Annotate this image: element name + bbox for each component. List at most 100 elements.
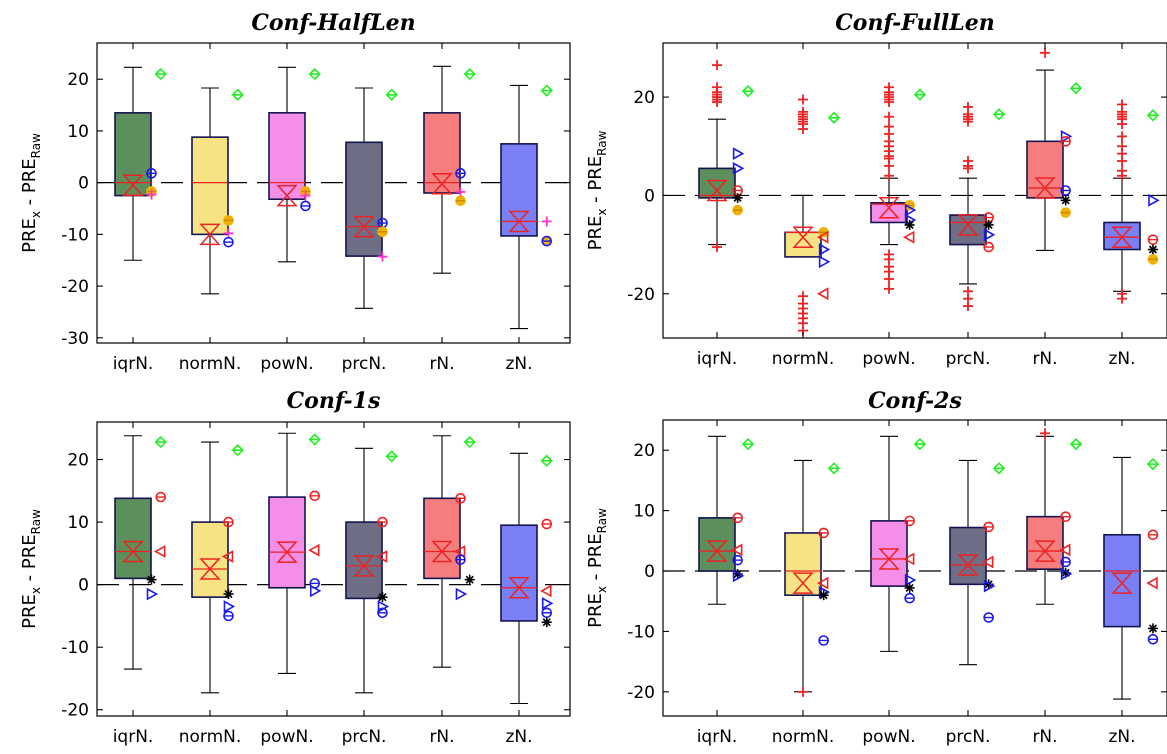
x-tick-label: iqrN. bbox=[697, 727, 738, 747]
diamond-marker bbox=[154, 435, 167, 449]
plot-frame bbox=[662, 419, 1167, 717]
x-tick-label: iqrN. bbox=[113, 354, 154, 374]
diamond-marker-shape bbox=[231, 444, 244, 457]
star-marker-arm-3 bbox=[733, 569, 742, 579]
star-marker bbox=[464, 574, 475, 585]
diamond-marker bbox=[231, 88, 244, 101]
circle-marker bbox=[818, 527, 829, 539]
star-marker-arm-3 bbox=[984, 580, 993, 589]
y-tick-label: 0 bbox=[644, 186, 655, 206]
mean-marker-bottom bbox=[276, 550, 298, 563]
star-marker-arm-3 bbox=[542, 618, 551, 627]
outlier-point bbox=[884, 274, 894, 284]
box-zN bbox=[1103, 456, 1141, 700]
diamond-marker bbox=[1069, 438, 1083, 451]
mean-marker-top bbox=[957, 554, 979, 567]
mean-marker-top bbox=[878, 196, 900, 209]
circle-marker bbox=[455, 168, 466, 179]
mean-marker-bottom bbox=[508, 220, 530, 233]
diamond-marker bbox=[913, 438, 927, 451]
diamond-marker-shape bbox=[540, 454, 553, 467]
tri-left-marker bbox=[375, 550, 388, 563]
diamond-marker bbox=[827, 462, 841, 475]
x-tick-label: powN. bbox=[862, 349, 915, 369]
box-iqr bbox=[870, 520, 908, 587]
circle-marker bbox=[455, 493, 466, 504]
star-marker bbox=[1147, 244, 1158, 255]
x-tick-label: normN. bbox=[772, 727, 835, 747]
box-iqr bbox=[784, 231, 822, 258]
star-marker bbox=[818, 590, 829, 601]
outlier-point bbox=[798, 124, 808, 135]
tri-left-marker bbox=[540, 584, 552, 598]
mean-marker-top bbox=[431, 172, 453, 185]
diamond-marker-shape bbox=[1069, 438, 1083, 451]
mean-marker-top bbox=[1034, 177, 1056, 190]
diamond-marker-shape bbox=[741, 438, 755, 451]
plot-frame bbox=[96, 421, 571, 717]
mean-marker-bottom bbox=[508, 586, 530, 599]
outlier-point bbox=[712, 60, 722, 71]
box-iqr bbox=[423, 497, 461, 580]
tri-right-marker bbox=[732, 162, 745, 175]
box-zN bbox=[500, 452, 538, 705]
box-iqr bbox=[1103, 533, 1141, 628]
circle-marker bbox=[377, 607, 388, 619]
panel-title: Conf-HalfLen bbox=[251, 10, 415, 36]
mean-marker-top bbox=[1111, 572, 1133, 585]
tri-left-marker bbox=[816, 287, 829, 301]
box-iqr bbox=[114, 497, 152, 580]
y-tick-label: -10 bbox=[61, 225, 89, 245]
x-tick-label: prcN. bbox=[946, 727, 991, 747]
outlier-point bbox=[884, 170, 894, 181]
circle-marker bbox=[1060, 511, 1071, 522]
y-label-sep: - PRE bbox=[585, 533, 606, 586]
x-tick-label: normN. bbox=[772, 349, 835, 369]
circle-marker bbox=[223, 516, 234, 528]
circle-marker bbox=[983, 521, 994, 533]
y-label-sub-raw: Raw bbox=[595, 130, 609, 155]
star-marker-arm-3 bbox=[1148, 245, 1158, 254]
mean-marker-bottom bbox=[199, 233, 221, 246]
box-iqrN bbox=[114, 66, 152, 261]
diamond-marker-shape bbox=[154, 67, 167, 81]
star-marker-arm-3 bbox=[378, 593, 387, 602]
diamond-marker bbox=[463, 435, 476, 449]
box-rN bbox=[423, 65, 461, 274]
mean-marker-top bbox=[792, 226, 814, 239]
star-marker bbox=[1060, 195, 1071, 206]
x-tick-label: normN. bbox=[179, 354, 242, 374]
circle-marker bbox=[904, 592, 915, 604]
outlier-point bbox=[1117, 156, 1127, 166]
y-tick-label: 10 bbox=[67, 122, 89, 142]
y-tick-label: 10 bbox=[633, 502, 655, 522]
tri-right-marker bbox=[983, 228, 996, 242]
mean-marker-top bbox=[1111, 226, 1133, 239]
mean-marker-top bbox=[878, 548, 900, 561]
y-tick-label: 0 bbox=[78, 576, 89, 596]
box-normN bbox=[784, 459, 822, 693]
circle-marker bbox=[983, 612, 994, 623]
box-powN bbox=[870, 435, 908, 652]
y-label-sub-raw: Raw bbox=[595, 508, 609, 533]
tri-right-marker bbox=[904, 573, 917, 587]
diamond-marker-shape bbox=[1146, 109, 1160, 122]
box-iqr bbox=[500, 524, 538, 622]
mean-marker-bottom bbox=[792, 581, 814, 594]
x-tick-label: prcN. bbox=[342, 354, 387, 374]
x-tick-label: rN. bbox=[429, 354, 454, 374]
mean-marker-bottom bbox=[353, 225, 375, 238]
box-iqr bbox=[870, 201, 908, 224]
circle-marker bbox=[300, 200, 311, 212]
mean-marker-top bbox=[276, 184, 298, 197]
mean-marker-bottom bbox=[122, 184, 144, 196]
box-iqr bbox=[1103, 221, 1141, 251]
diamond-marker-shape bbox=[231, 88, 244, 101]
box-prcN bbox=[949, 177, 987, 285]
star-marker bbox=[983, 219, 994, 230]
tri-left-marker bbox=[902, 552, 915, 566]
tri-left-marker bbox=[730, 543, 743, 557]
tri-right-marker bbox=[904, 203, 917, 217]
x-tick-label: normN. bbox=[179, 727, 242, 747]
mean-marker-bottom bbox=[122, 550, 144, 563]
